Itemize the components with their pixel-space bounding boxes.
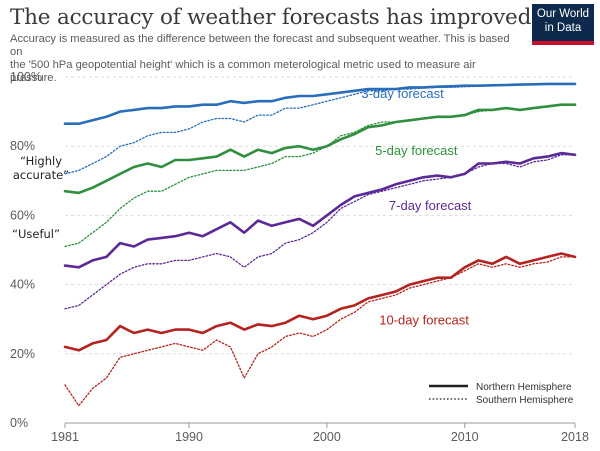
legend: Northern Hemisphere Southern Hemisphere — [429, 382, 574, 406]
x-tick-label: 1990 — [175, 430, 203, 444]
series-line-7-day-northern — [63, 151, 577, 269]
y-axis-ticks: 0% 20% 40% 60% 80% 100% — [10, 70, 42, 430]
y-tick-label: 80% — [10, 139, 35, 153]
x-axis: 1981 1990 2000 2010 2018 — [51, 422, 589, 444]
x-tick-label: 1981 — [51, 430, 79, 444]
series-line-7-day-southern — [64, 154, 576, 310]
chart-title: The accuracy of weather forecasts has im… — [10, 5, 532, 30]
x-tick-label: 2010 — [451, 430, 479, 444]
y-tick-label: 0% — [10, 416, 28, 430]
series-line-3-day-northern — [63, 82, 577, 125]
logo-line-1: Our World — [536, 8, 590, 20]
logo-line-2: in Data — [544, 22, 582, 34]
series-line-5-day-northern — [63, 103, 577, 195]
subtitle-line-1: Accuracy is measured as the difference b… — [10, 33, 510, 58]
series-label-7-day: 7-day forecast — [389, 198, 472, 213]
y-tick-label: 20% — [10, 347, 35, 361]
series-lines — [63, 82, 577, 407]
series-line-3-day-southern — [64, 83, 576, 175]
x-tick-label: 2018 — [561, 430, 589, 444]
series-label-3-day: 3-day forecast — [361, 86, 444, 101]
owid-logo[interactable]: Our World in Data — [532, 4, 594, 45]
y-tick-label: 40% — [10, 278, 35, 292]
legend-label-southern: Southern Hemisphere — [476, 395, 574, 406]
subtitle-line-2: the '500 hPa geopotential height' which … — [10, 59, 476, 84]
x-tick-label: 2000 — [313, 430, 341, 444]
y-tick-label: 100% — [10, 70, 42, 84]
series-line-10-day-southern — [64, 256, 576, 407]
gridlines — [65, 76, 575, 424]
annotation-highly-accurate-line-2: accurate” — [13, 168, 69, 182]
series-line-5-day-southern — [64, 104, 576, 248]
chart-subtitle: Accuracy is measured as the difference b… — [10, 33, 520, 85]
legend-label-northern: Northern Hemisphere — [476, 382, 572, 393]
series-line-10-day-northern — [63, 252, 577, 352]
series-labels: 3-day forecast 5-day forecast 7-day foreca… — [361, 86, 471, 328]
y-tick-label: 60% — [10, 208, 35, 222]
series-label-10-day: 10-day forecast — [379, 312, 469, 327]
annotation-useful: “Useful” — [12, 227, 60, 241]
y-annotations: “Highly accurate” “Useful” — [12, 154, 69, 241]
series-label-5-day: 5-day forecast — [375, 143, 458, 158]
annotation-highly-accurate-line-1: “Highly — [20, 154, 62, 168]
